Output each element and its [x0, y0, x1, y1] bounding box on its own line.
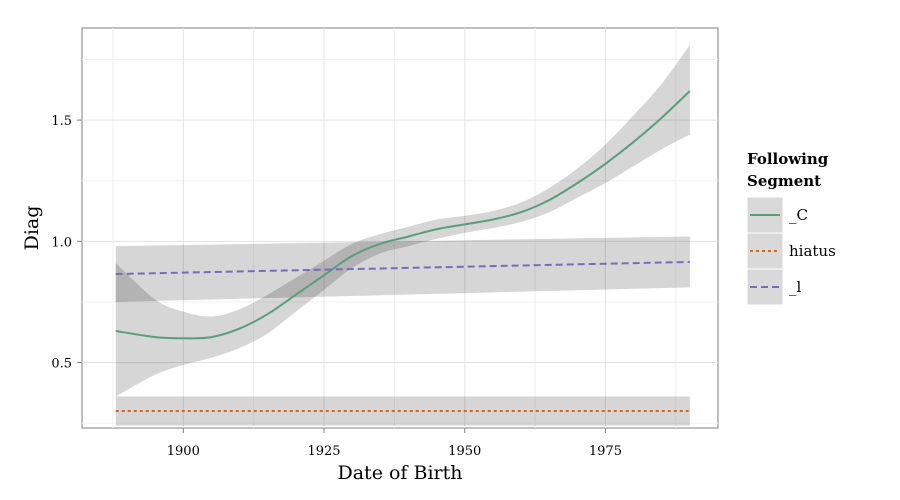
x-tick-label: 1950	[448, 444, 481, 459]
series-line-c	[115, 90, 691, 340]
series-line-l	[115, 260, 690, 276]
x-tick-label: 1975	[589, 444, 622, 459]
x-tick-label: 1925	[307, 444, 340, 459]
y-axis-title: Diag	[21, 206, 43, 251]
confidence-ribbons	[115, 44, 690, 426]
legend-title: Following Segment	[747, 150, 829, 190]
y-tick-label: 0.5	[51, 357, 72, 372]
grid-lines	[82, 28, 718, 428]
ci-band-c	[115, 44, 690, 397]
legend-label-hiatus: hiatus	[789, 242, 836, 260]
y-tick-label: 1.0	[51, 235, 72, 250]
ci-band-l	[115, 236, 690, 302]
axis-ticks: 1900 1925 1950 1975 0.5 1.0 1.5	[51, 114, 622, 459]
series-lines	[115, 90, 691, 413]
plot-panel	[81, 27, 719, 429]
x-axis-title: Date of Birth	[338, 462, 463, 484]
legend-label-c: _C	[789, 206, 808, 224]
y-tick-label: 1.5	[51, 114, 72, 129]
legend-label-l: _l	[789, 278, 802, 296]
x-tick-label: 1900	[167, 444, 200, 459]
ci-band-hiatus	[115, 396, 690, 426]
